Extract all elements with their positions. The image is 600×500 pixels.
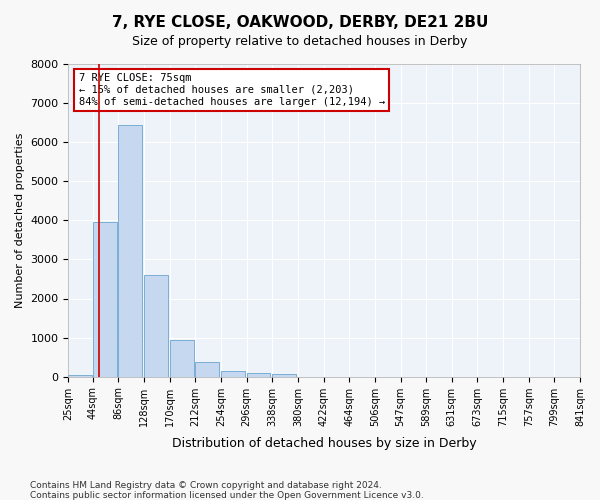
Text: Size of property relative to detached houses in Derby: Size of property relative to detached ho… (133, 35, 467, 48)
Bar (118, 124, 142, 376)
Text: 7, RYE CLOSE, OAKWOOD, DERBY, DE21 2BU: 7, RYE CLOSE, OAKWOOD, DERBY, DE21 2BU (112, 15, 488, 30)
Bar (221, 371, 245, 376)
Text: 7 RYE CLOSE: 75sqm
← 15% of detached houses are smaller (2,203)
84% of semi-deta: 7 RYE CLOSE: 75sqm ← 15% of detached hou… (79, 74, 385, 106)
Bar (247, 373, 271, 376)
Bar (68, 374, 92, 376)
Bar (196, 362, 219, 376)
Bar (170, 340, 194, 376)
Bar (93, 222, 116, 376)
Bar (144, 275, 168, 376)
Text: Contains HM Land Registry data © Crown copyright and database right 2024.: Contains HM Land Registry data © Crown c… (30, 481, 382, 490)
Y-axis label: Number of detached properties: Number of detached properties (15, 132, 25, 308)
X-axis label: Distribution of detached houses by size in Derby: Distribution of detached houses by size … (172, 437, 476, 450)
Text: Contains public sector information licensed under the Open Government Licence v3: Contains public sector information licen… (30, 491, 424, 500)
Bar (272, 374, 296, 376)
